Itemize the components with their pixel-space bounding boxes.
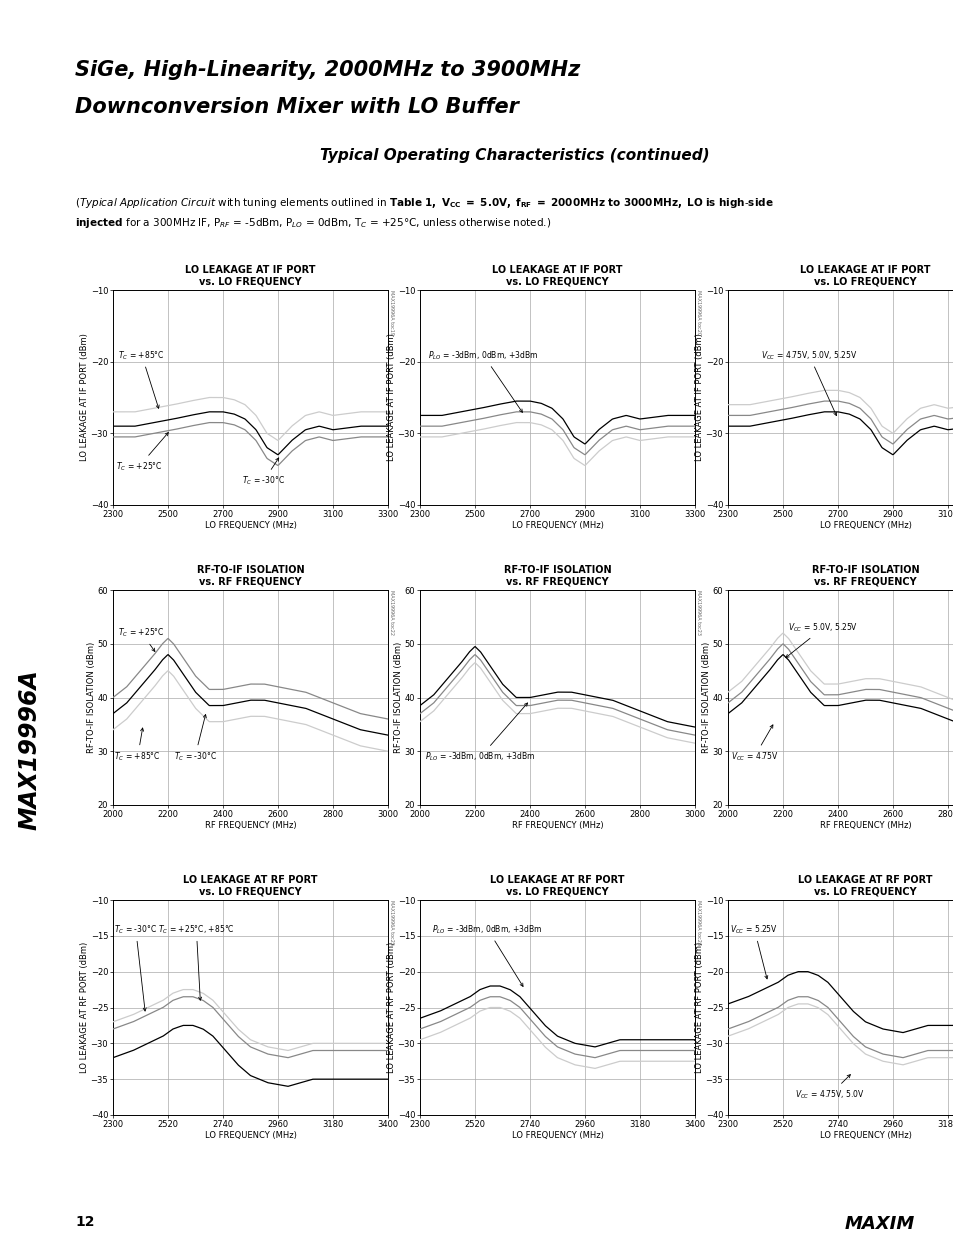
Text: LO LEAKAGE AT RF PORT
vs. LO FREQUENCY: LO LEAKAGE AT RF PORT vs. LO FREQUENCY	[183, 874, 317, 897]
Text: 12: 12	[75, 1215, 94, 1229]
Y-axis label: RF-TO-IF ISOLATION (dBm): RF-TO-IF ISOLATION (dBm)	[701, 642, 710, 753]
X-axis label: LO FREQUENCY (MHz): LO FREQUENCY (MHz)	[511, 1131, 603, 1140]
Text: $P_{LO}$ = -3dBm, 0dBm, +3dBm: $P_{LO}$ = -3dBm, 0dBm, +3dBm	[432, 924, 542, 987]
X-axis label: LO FREQUENCY (MHz): LO FREQUENCY (MHz)	[819, 1131, 910, 1140]
Y-axis label: LO LEAKAGE AT IF PORT (dBm): LO LEAKAGE AT IF PORT (dBm)	[387, 333, 395, 462]
Text: $T_C$ = +85°C: $T_C$ = +85°C	[118, 350, 165, 409]
Y-axis label: LO LEAKAGE AT RF PORT (dBm): LO LEAKAGE AT RF PORT (dBm)	[695, 942, 703, 1073]
Text: $V_{CC}$ = 4.75V, 5.0V: $V_{CC}$ = 4.75V, 5.0V	[795, 1074, 864, 1100]
Y-axis label: LO LEAKAGE AT RF PORT (dBm): LO LEAKAGE AT RF PORT (dBm)	[80, 942, 89, 1073]
X-axis label: LO FREQUENCY (MHz): LO FREQUENCY (MHz)	[204, 1131, 296, 1140]
X-axis label: LO FREQUENCY (MHz): LO FREQUENCY (MHz)	[204, 521, 296, 530]
Y-axis label: LO LEAKAGE AT IF PORT (dBm): LO LEAKAGE AT IF PORT (dBm)	[695, 333, 703, 462]
Text: $T_C$ = +25°C: $T_C$ = +25°C	[115, 432, 168, 473]
X-axis label: RF FREQUENCY (MHz): RF FREQUENCY (MHz)	[511, 821, 602, 830]
Text: LO LEAKAGE AT RF PORT
vs. LO FREQUENCY: LO LEAKAGE AT RF PORT vs. LO FREQUENCY	[490, 874, 624, 897]
Text: LO LEAKAGE AT IF PORT
vs. LO FREQUENCY: LO LEAKAGE AT IF PORT vs. LO FREQUENCY	[492, 264, 622, 287]
Text: RF-TO-IF ISOLATION
vs. RF FREQUENCY: RF-TO-IF ISOLATION vs. RF FREQUENCY	[503, 564, 611, 587]
Text: LO LEAKAGE AT RF PORT
vs. LO FREQUENCY: LO LEAKAGE AT RF PORT vs. LO FREQUENCY	[798, 874, 932, 897]
Text: $T_C$ = +25°C: $T_C$ = +25°C	[118, 626, 165, 652]
Text: RF-TO-IF ISOLATION
vs. RF FREQUENCY: RF-TO-IF ISOLATION vs. RF FREQUENCY	[196, 564, 304, 587]
Text: $P_{LO}$ = -3dBm, 0dBm, +3dBm: $P_{LO}$ = -3dBm, 0dBm, +3dBm	[425, 703, 536, 763]
Text: LO LEAKAGE AT IF PORT
vs. LO FREQUENCY: LO LEAKAGE AT IF PORT vs. LO FREQUENCY	[185, 264, 315, 287]
Text: $T_C$ = -30°C: $T_C$ = -30°C	[114, 924, 157, 1011]
Text: MAX19996A toc19: MAX19996A toc19	[389, 290, 394, 335]
Text: $T_C$ = +25°C, +85°C: $T_C$ = +25°C, +85°C	[158, 924, 234, 1000]
Text: $T_C$ = -30°C: $T_C$ = -30°C	[242, 458, 285, 487]
X-axis label: RF FREQUENCY (MHz): RF FREQUENCY (MHz)	[205, 821, 296, 830]
Text: $V_{CC}$ = 5.0V, 5.25V: $V_{CC}$ = 5.0V, 5.25V	[785, 621, 858, 657]
Y-axis label: LO LEAKAGE AT IF PORT (dBm): LO LEAKAGE AT IF PORT (dBm)	[80, 333, 89, 462]
Text: Downconversion Mixer with LO Buffer: Downconversion Mixer with LO Buffer	[75, 98, 518, 117]
Text: MAX19996A toc25: MAX19996A toc25	[389, 900, 394, 945]
Text: MAX19996A toc20: MAX19996A toc20	[696, 290, 700, 335]
Text: Typical Operating Characteristics (continued): Typical Operating Characteristics (conti…	[319, 148, 709, 163]
Text: MAX19996A toc22: MAX19996A toc22	[389, 590, 394, 635]
Text: MAX19996A toc26: MAX19996A toc26	[696, 900, 700, 945]
Text: LO LEAKAGE AT IF PORT
vs. LO FREQUENCY: LO LEAKAGE AT IF PORT vs. LO FREQUENCY	[800, 264, 930, 287]
Text: ($\it{Typical\ Application\ Circuit}$ with tuning elements outlined in $\bf{Tabl: ($\it{Typical\ Application\ Circuit}$ wi…	[75, 196, 773, 210]
Text: MAX19996A: MAX19996A	[18, 669, 42, 830]
Text: ΜΑΧΙΜ: ΜΑΧΙΜ	[844, 1215, 914, 1233]
Text: $V_{CC}$ = 4.75V: $V_{CC}$ = 4.75V	[730, 725, 778, 763]
Text: $P_{LO}$ = -3dBm, 0dBm, +3dBm: $P_{LO}$ = -3dBm, 0dBm, +3dBm	[428, 350, 538, 412]
Text: $\bf{injected}$ for a 300MHz IF, P$_{RF}$ = -5dBm, P$_{LO}$ = 0dBm, T$_C$ = +25°: $\bf{injected}$ for a 300MHz IF, P$_{RF}…	[75, 216, 551, 230]
Text: MAX19996A toc23: MAX19996A toc23	[696, 590, 700, 635]
Y-axis label: RF-TO-IF ISOLATION (dBm): RF-TO-IF ISOLATION (dBm)	[394, 642, 403, 753]
Text: SiGe, High-Linearity, 2000MHz to 3900MHz: SiGe, High-Linearity, 2000MHz to 3900MHz	[75, 61, 579, 80]
Text: $T_C$ = -30°C: $T_C$ = -30°C	[173, 715, 216, 763]
Y-axis label: RF-TO-IF ISOLATION (dBm): RF-TO-IF ISOLATION (dBm)	[87, 642, 96, 753]
Text: RF-TO-IF ISOLATION
vs. RF FREQUENCY: RF-TO-IF ISOLATION vs. RF FREQUENCY	[811, 564, 919, 587]
Text: $V_{CC}$ = 5.25V: $V_{CC}$ = 5.25V	[730, 924, 778, 979]
X-axis label: LO FREQUENCY (MHz): LO FREQUENCY (MHz)	[511, 521, 603, 530]
Y-axis label: LO LEAKAGE AT RF PORT (dBm): LO LEAKAGE AT RF PORT (dBm)	[387, 942, 395, 1073]
Text: $V_{CC}$ = 4.75V, 5.0V, 5.25V: $V_{CC}$ = 4.75V, 5.0V, 5.25V	[760, 350, 857, 416]
X-axis label: LO FREQUENCY (MHz): LO FREQUENCY (MHz)	[819, 521, 910, 530]
X-axis label: RF FREQUENCY (MHz): RF FREQUENCY (MHz)	[819, 821, 910, 830]
Text: $T_C$ = +85°C: $T_C$ = +85°C	[114, 729, 161, 763]
